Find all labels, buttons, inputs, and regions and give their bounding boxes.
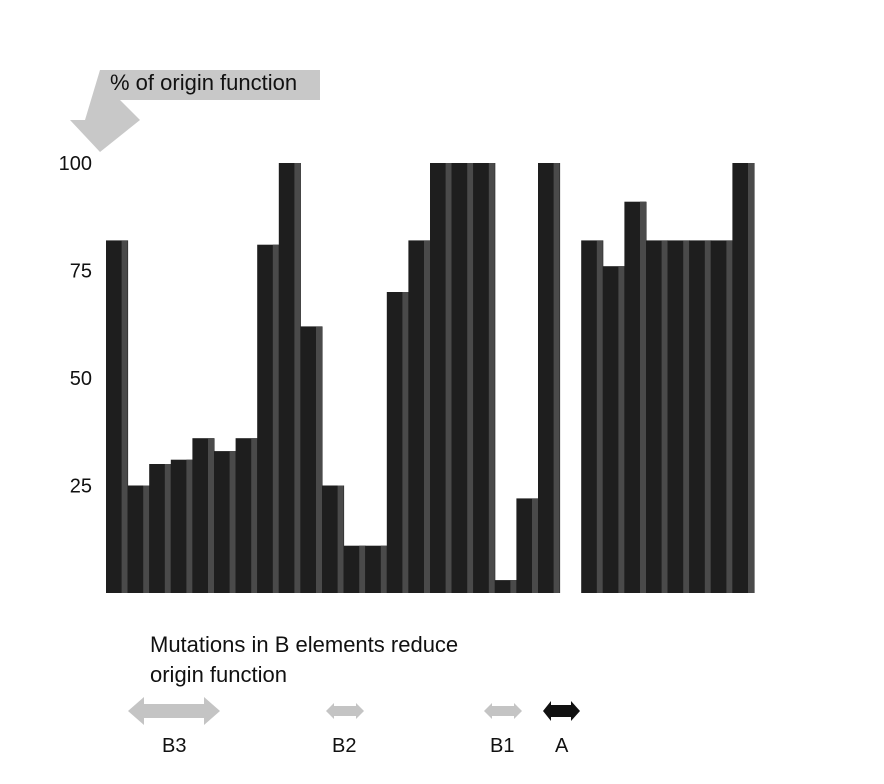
b1-arrow: [484, 703, 522, 719]
bar-shade: [445, 163, 452, 593]
ylabel-arrow: % of origin function: [70, 70, 320, 152]
bar-shade: [121, 240, 128, 593]
bar-shade: [532, 498, 538, 593]
element-arrows: B3 B2 B1 A: [128, 697, 580, 757]
bar-shade: [164, 464, 171, 593]
bar-shade: [424, 240, 430, 593]
element-label-b3: B3: [162, 735, 186, 757]
bar-shade: [553, 163, 560, 593]
bar-shade: [208, 438, 214, 593]
bar-shade: [661, 240, 668, 593]
bar-shade: [467, 163, 474, 593]
b2-arrow: [326, 703, 364, 719]
bar-shade: [618, 266, 625, 593]
bar-shade: [488, 163, 495, 593]
bar-shade: [726, 240, 733, 593]
bars-group: [106, 163, 755, 593]
bar-shade: [380, 545, 387, 593]
bar-shade: [359, 545, 366, 593]
b3-arrow: [128, 697, 220, 725]
caption: Mutations in B elements reduce origin fu…: [150, 630, 530, 690]
bar-shade: [186, 459, 193, 593]
element-label-b2: B2: [332, 735, 356, 757]
element-label-a: A: [555, 735, 569, 757]
bar-shade: [294, 163, 301, 593]
element-label-b1: B1: [490, 735, 514, 757]
y-tick-label: 25: [70, 476, 92, 498]
y-axis-ticks: 25 50 75 100: [59, 153, 92, 498]
y-tick-label: 75: [70, 261, 92, 283]
y-tick-label: 100: [59, 153, 92, 175]
bar-shade: [402, 292, 409, 593]
y-axis-label: % of origin function: [110, 70, 297, 95]
bar-shade: [143, 485, 150, 593]
bar-shade: [229, 451, 236, 593]
bar-shade: [640, 201, 646, 593]
bar-shade: [272, 244, 279, 593]
bar-shade: [251, 438, 258, 593]
bar-shade: [704, 240, 711, 593]
bar-shade: [596, 240, 603, 593]
bar-shade: [748, 163, 754, 593]
bar-shade: [337, 485, 344, 593]
bar-shade: [510, 580, 517, 593]
bar-shade: [316, 326, 322, 593]
a-arrow: [543, 701, 580, 721]
y-tick-label: 50: [70, 368, 92, 390]
caption-line-2: origin function: [150, 662, 287, 687]
caption-line-1: Mutations in B elements reduce: [150, 632, 459, 657]
bar-shade: [683, 240, 690, 593]
ylabel-arrow-shape: [70, 70, 320, 152]
